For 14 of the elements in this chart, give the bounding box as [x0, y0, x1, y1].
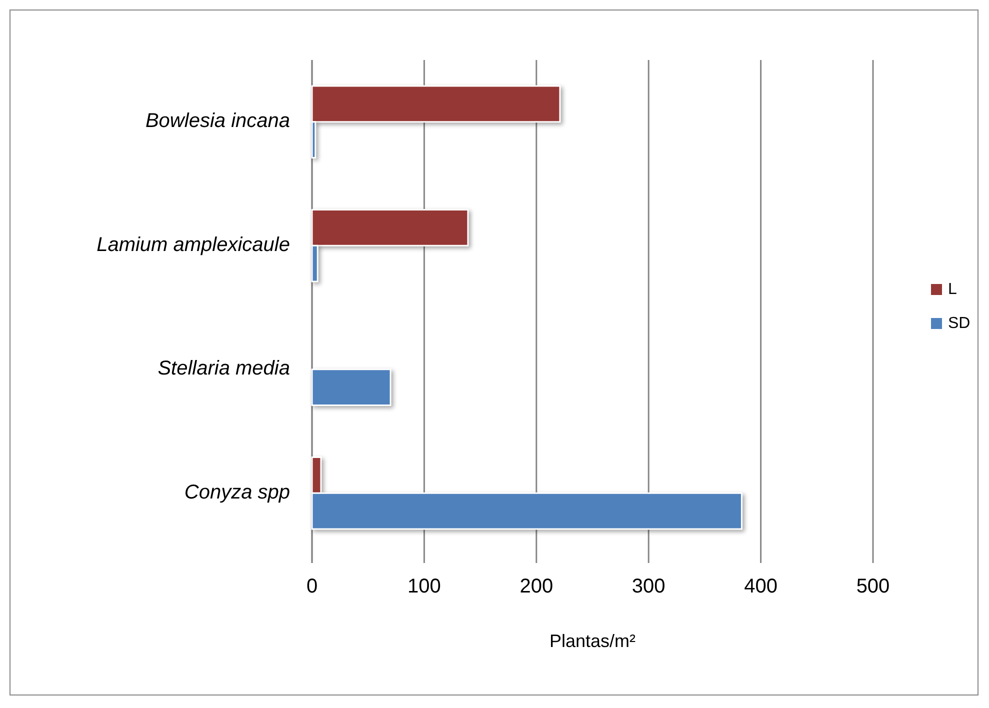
x-tick-label: 100 — [408, 575, 441, 598]
y-tick-label: Stellaria media — [158, 358, 290, 380]
legend-label: L — [948, 281, 957, 298]
legend-label: SD — [948, 315, 970, 332]
x-axis-title: Plantas/m² — [549, 631, 636, 651]
x-tick-label: 300 — [632, 575, 666, 598]
y-tick-label: Conyza spp — [184, 481, 290, 504]
y-tick-label: Bowlesia incana — [145, 110, 290, 132]
x-tick-label: 500 — [856, 575, 890, 598]
x-tick-label: 400 — [744, 575, 778, 598]
x-tick-label: 200 — [520, 575, 554, 598]
x-tick-label: 0 — [306, 575, 318, 598]
bar — [311, 368, 392, 406]
y-tick-label: Lamium amplexicaule — [96, 234, 290, 256]
